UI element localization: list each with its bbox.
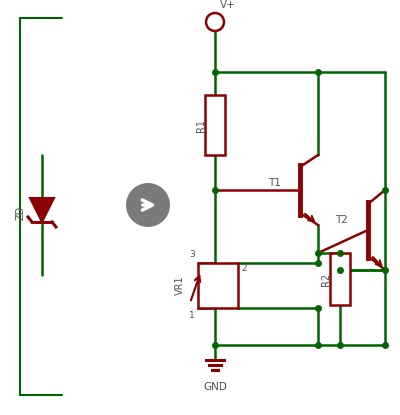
Bar	[198, 263, 238, 308]
Text: R1: R1	[196, 119, 206, 132]
Text: 2: 2	[241, 264, 247, 273]
Bar	[330, 253, 350, 305]
Circle shape	[126, 183, 170, 227]
Text: 1: 1	[189, 311, 195, 320]
Text: VR1: VR1	[175, 276, 185, 295]
Text: R2: R2	[321, 272, 331, 286]
Circle shape	[206, 13, 224, 31]
Text: 3: 3	[189, 250, 195, 259]
Text: GND: GND	[203, 382, 227, 392]
Bar	[205, 95, 225, 155]
Text: T2: T2	[335, 215, 348, 225]
Text: V+: V+	[220, 0, 236, 10]
Polygon shape	[30, 198, 54, 222]
Text: ZD: ZD	[16, 206, 26, 220]
Text: T1: T1	[268, 178, 281, 188]
